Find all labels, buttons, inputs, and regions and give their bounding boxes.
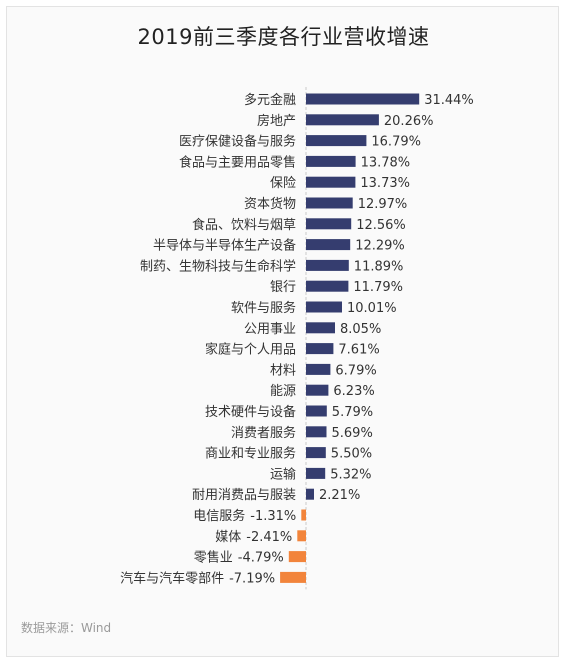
category-label: 房地产 bbox=[257, 113, 296, 129]
category-label: 多元金融 bbox=[244, 92, 296, 108]
value-label: 31.44% bbox=[424, 93, 474, 108]
category-label: 汽车与汽车零部件 bbox=[120, 570, 224, 586]
bar bbox=[306, 467, 326, 479]
bar bbox=[306, 114, 379, 126]
category-label: 公用事业 bbox=[244, 322, 296, 337]
value-label: 5.69% bbox=[332, 426, 373, 441]
value-label: 7.61% bbox=[338, 343, 379, 358]
value-label: 5.32% bbox=[330, 467, 371, 482]
value-label: 16.79% bbox=[371, 135, 421, 150]
value-label: 5.50% bbox=[331, 447, 372, 462]
category-label: 保险 bbox=[270, 176, 296, 191]
category-label: 半导体与半导体生产设备 bbox=[153, 238, 296, 254]
source-note: 数据来源：Wind bbox=[21, 621, 112, 635]
value-label: 10.01% bbox=[347, 301, 397, 316]
bar bbox=[306, 322, 335, 334]
value-label: 6.23% bbox=[333, 384, 374, 399]
category-label: 软件与服务 bbox=[231, 300, 296, 316]
bar bbox=[306, 280, 349, 292]
value-label: 11.89% bbox=[354, 259, 404, 274]
category-label: 商业和专业服务 bbox=[205, 446, 296, 462]
chart-card: 2019前三季度各行业营收增速 31.44% 多元金融 20.26% 房地产 16.79… bbox=[6, 6, 559, 657]
value-label: -7.19% bbox=[229, 571, 275, 586]
bar bbox=[306, 488, 314, 500]
value-label: -4.79% bbox=[238, 551, 284, 566]
bar bbox=[306, 218, 352, 230]
bar bbox=[306, 363, 331, 375]
value-label: 5.79% bbox=[332, 405, 373, 420]
category-label: 家庭与个人用品 bbox=[205, 342, 296, 358]
value-label: 11.79% bbox=[353, 280, 403, 295]
value-label: 13.73% bbox=[360, 176, 410, 191]
bar bbox=[306, 343, 334, 355]
category-label: 运输 bbox=[270, 466, 296, 482]
category-label: 能源 bbox=[270, 384, 296, 399]
value-label: 6.79% bbox=[335, 363, 376, 378]
value-label: 12.97% bbox=[358, 197, 408, 212]
bar bbox=[306, 239, 351, 251]
bar bbox=[306, 155, 356, 167]
value-label: 20.26% bbox=[384, 114, 434, 129]
bar bbox=[306, 426, 327, 438]
category-label: 资本货物 bbox=[244, 196, 296, 212]
value-label: 12.56% bbox=[356, 218, 406, 233]
bar bbox=[288, 551, 306, 563]
value-label: -2.41% bbox=[246, 530, 292, 545]
category-label: 媒体 bbox=[215, 530, 241, 545]
bar bbox=[306, 176, 356, 188]
category-label: 耐用消费品与服装 bbox=[192, 488, 296, 503]
bar bbox=[280, 571, 306, 583]
bar bbox=[301, 509, 306, 521]
category-label: 银行 bbox=[270, 280, 296, 295]
category-label: 食品、饮料与烟草 bbox=[192, 217, 296, 233]
bar bbox=[306, 135, 367, 147]
value-label: 2.21% bbox=[319, 488, 360, 503]
value-label: -1.31% bbox=[250, 509, 296, 524]
bar bbox=[306, 259, 349, 271]
category-label: 制药、生物科技与生命科学 bbox=[140, 258, 296, 274]
category-label: 消费者服务 bbox=[231, 425, 296, 441]
category-label: 零售业 bbox=[194, 550, 233, 566]
category-label: 食品与主要用品零售 bbox=[179, 154, 296, 170]
bar-chart: 31.44% 多元金融 20.26% 房地产 16.79% 医疗保健设备与服务 13.78%… bbox=[120, 87, 474, 590]
value-label: 12.29% bbox=[355, 239, 405, 254]
bar bbox=[306, 447, 326, 459]
value-label: 8.05% bbox=[340, 322, 381, 337]
value-label: 13.78% bbox=[361, 155, 411, 170]
bar bbox=[306, 93, 420, 105]
bar bbox=[306, 405, 327, 417]
bar bbox=[306, 301, 342, 313]
bar bbox=[297, 530, 306, 542]
chart-title: 2019前三季度各行业营收增速 bbox=[137, 25, 430, 49]
category-label: 技术硬件与设备 bbox=[205, 404, 296, 420]
category-label: 电信服务 bbox=[193, 508, 245, 524]
category-label: 材料 bbox=[270, 363, 296, 378]
category-label: 医疗保健设备与服务 bbox=[179, 134, 296, 150]
bar bbox=[306, 384, 329, 396]
bar bbox=[306, 197, 353, 209]
